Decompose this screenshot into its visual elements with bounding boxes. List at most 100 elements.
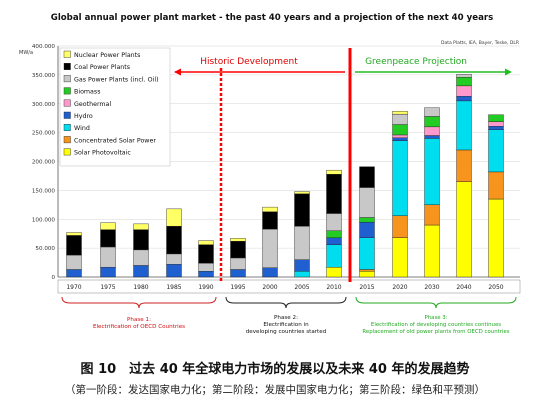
phase1-label: Phase 1: bbox=[127, 317, 151, 323]
bar-segment bbox=[392, 215, 408, 238]
bar-segment bbox=[326, 266, 342, 278]
projection-arrow-head bbox=[505, 68, 512, 76]
phase3-label: Phase 3: bbox=[424, 315, 447, 321]
bar-segment bbox=[488, 171, 504, 200]
historic-label-bg bbox=[188, 53, 310, 67]
bar-segment bbox=[166, 208, 182, 227]
bar-segment bbox=[262, 228, 278, 268]
legend-swatch bbox=[63, 111, 71, 119]
legend-swatch bbox=[63, 123, 71, 131]
bar-segment bbox=[456, 181, 472, 278]
bar-segment bbox=[294, 271, 310, 278]
legend-entry: Wind bbox=[74, 125, 90, 132]
chart-source: Data Platts, IEA, Bayer, Teske, DLR bbox=[441, 40, 519, 46]
bar-segment bbox=[294, 225, 310, 260]
bar-segment bbox=[230, 257, 246, 270]
y-tick-label: 0 bbox=[51, 275, 55, 281]
bar-segment bbox=[100, 222, 116, 230]
y-tick-label: 350.000 bbox=[32, 73, 56, 79]
bars bbox=[66, 74, 504, 278]
x-axis-ticks: 1970 1975 1980 1985 1990 1995 2000 2005 2010 2015… bbox=[57, 279, 521, 294]
x-tick-label: 1985 bbox=[166, 284, 181, 291]
y-axis-label: MW/a bbox=[19, 50, 33, 56]
bar-segment bbox=[456, 149, 472, 182]
bar-segment bbox=[133, 223, 149, 230]
x-tick-label: 1995 bbox=[230, 284, 245, 291]
bar-segment bbox=[392, 140, 408, 216]
bar-segment bbox=[166, 253, 182, 265]
bar-segment bbox=[198, 271, 214, 278]
bar-segment bbox=[359, 187, 375, 218]
bar-segment bbox=[133, 249, 149, 266]
bar-segment bbox=[359, 269, 375, 272]
phase-overlay: Historic Development Greenpeace Projectio… bbox=[61, 48, 517, 335]
bar-segment bbox=[488, 129, 504, 173]
bar-segment bbox=[100, 246, 116, 268]
y-axis-ticks: 0 50.000 100.000 150.000 200.000 250.000 300.0… bbox=[32, 44, 56, 281]
bar-segment bbox=[424, 204, 440, 226]
bar-segment bbox=[456, 76, 472, 87]
x-tick-label: 1990 bbox=[198, 284, 213, 291]
y-tick-label: 150.000 bbox=[32, 188, 56, 194]
bar-segment bbox=[198, 262, 214, 272]
phase3-brace bbox=[355, 296, 517, 309]
phase2-label: developing countries started bbox=[246, 329, 327, 335]
bar-segment bbox=[392, 124, 408, 136]
bar-segment bbox=[488, 126, 504, 130]
legend-swatch bbox=[63, 63, 71, 70]
phase2-brace bbox=[225, 296, 347, 309]
bar-segment bbox=[230, 269, 246, 278]
legend-entry: Geothermal bbox=[74, 101, 111, 108]
phase1-brace bbox=[61, 296, 217, 309]
bar-segment bbox=[456, 96, 472, 102]
legend-swatch bbox=[63, 99, 71, 107]
phase2-label: Phase 2: bbox=[274, 315, 298, 321]
projection-label-bg bbox=[360, 53, 472, 67]
bar-segment bbox=[326, 174, 342, 214]
x-tick-label: 2015 bbox=[359, 284, 374, 291]
historic-arrow-head bbox=[174, 68, 181, 76]
figure-caption-subtitle: （第一阶段：发达国家电力化；第二阶段：发展中国家电力化；第三阶段：绿色和平预测） bbox=[65, 384, 485, 396]
y-tick-label: 400.000 bbox=[32, 44, 56, 50]
x-tick-label: 2000 bbox=[262, 284, 277, 291]
x-tick-label: 2040 bbox=[456, 284, 471, 291]
bar-segment bbox=[166, 225, 182, 255]
y-tick-label: 100.000 bbox=[32, 217, 56, 223]
legend-swatch bbox=[63, 50, 71, 58]
chart-title: Global annual power plant market - the p… bbox=[51, 13, 493, 23]
phase3-label: Electrification of developing countries … bbox=[371, 322, 501, 328]
bar-segment bbox=[262, 206, 278, 212]
bar-segment bbox=[326, 213, 342, 232]
bar-segment bbox=[100, 229, 116, 248]
legend-swatch bbox=[63, 148, 71, 156]
x-tick-label: 2050 bbox=[488, 284, 503, 291]
legend-entry: Coal Power Plants bbox=[74, 64, 130, 71]
bar-segment bbox=[424, 135, 440, 139]
bar-segment bbox=[133, 229, 149, 251]
bar-segment bbox=[359, 221, 375, 238]
bar-segment bbox=[392, 137, 408, 141]
x-tick-label: 2030 bbox=[424, 284, 439, 291]
bar-segment bbox=[392, 111, 408, 115]
bar-segment bbox=[198, 240, 214, 245]
bar-segment bbox=[456, 74, 472, 78]
phase3-label: Replacement of old power plants from OEC… bbox=[362, 329, 509, 335]
legend-entry: Biomass bbox=[74, 89, 100, 96]
bar-segment bbox=[424, 107, 440, 117]
bar-segment bbox=[424, 126, 440, 136]
y-tick-label: 50.000 bbox=[35, 246, 55, 252]
y-tick-label: 250.000 bbox=[32, 131, 56, 137]
x-tick-label: 1975 bbox=[100, 284, 115, 291]
x-tick-label: 2010 bbox=[326, 284, 341, 291]
phase2-label: Electrification in bbox=[263, 322, 309, 328]
x-tick-label: 1970 bbox=[66, 284, 81, 291]
projection-label: Greenpeace Projection bbox=[365, 57, 467, 67]
x-tick-label: 2005 bbox=[294, 284, 309, 291]
bar-segment bbox=[230, 240, 246, 259]
bar-segment bbox=[66, 232, 82, 236]
legend-swatch bbox=[63, 87, 71, 95]
legend-entry: Concentrated Solar Power bbox=[74, 137, 156, 144]
bar-segment bbox=[326, 237, 342, 245]
bar-segment bbox=[326, 230, 342, 238]
